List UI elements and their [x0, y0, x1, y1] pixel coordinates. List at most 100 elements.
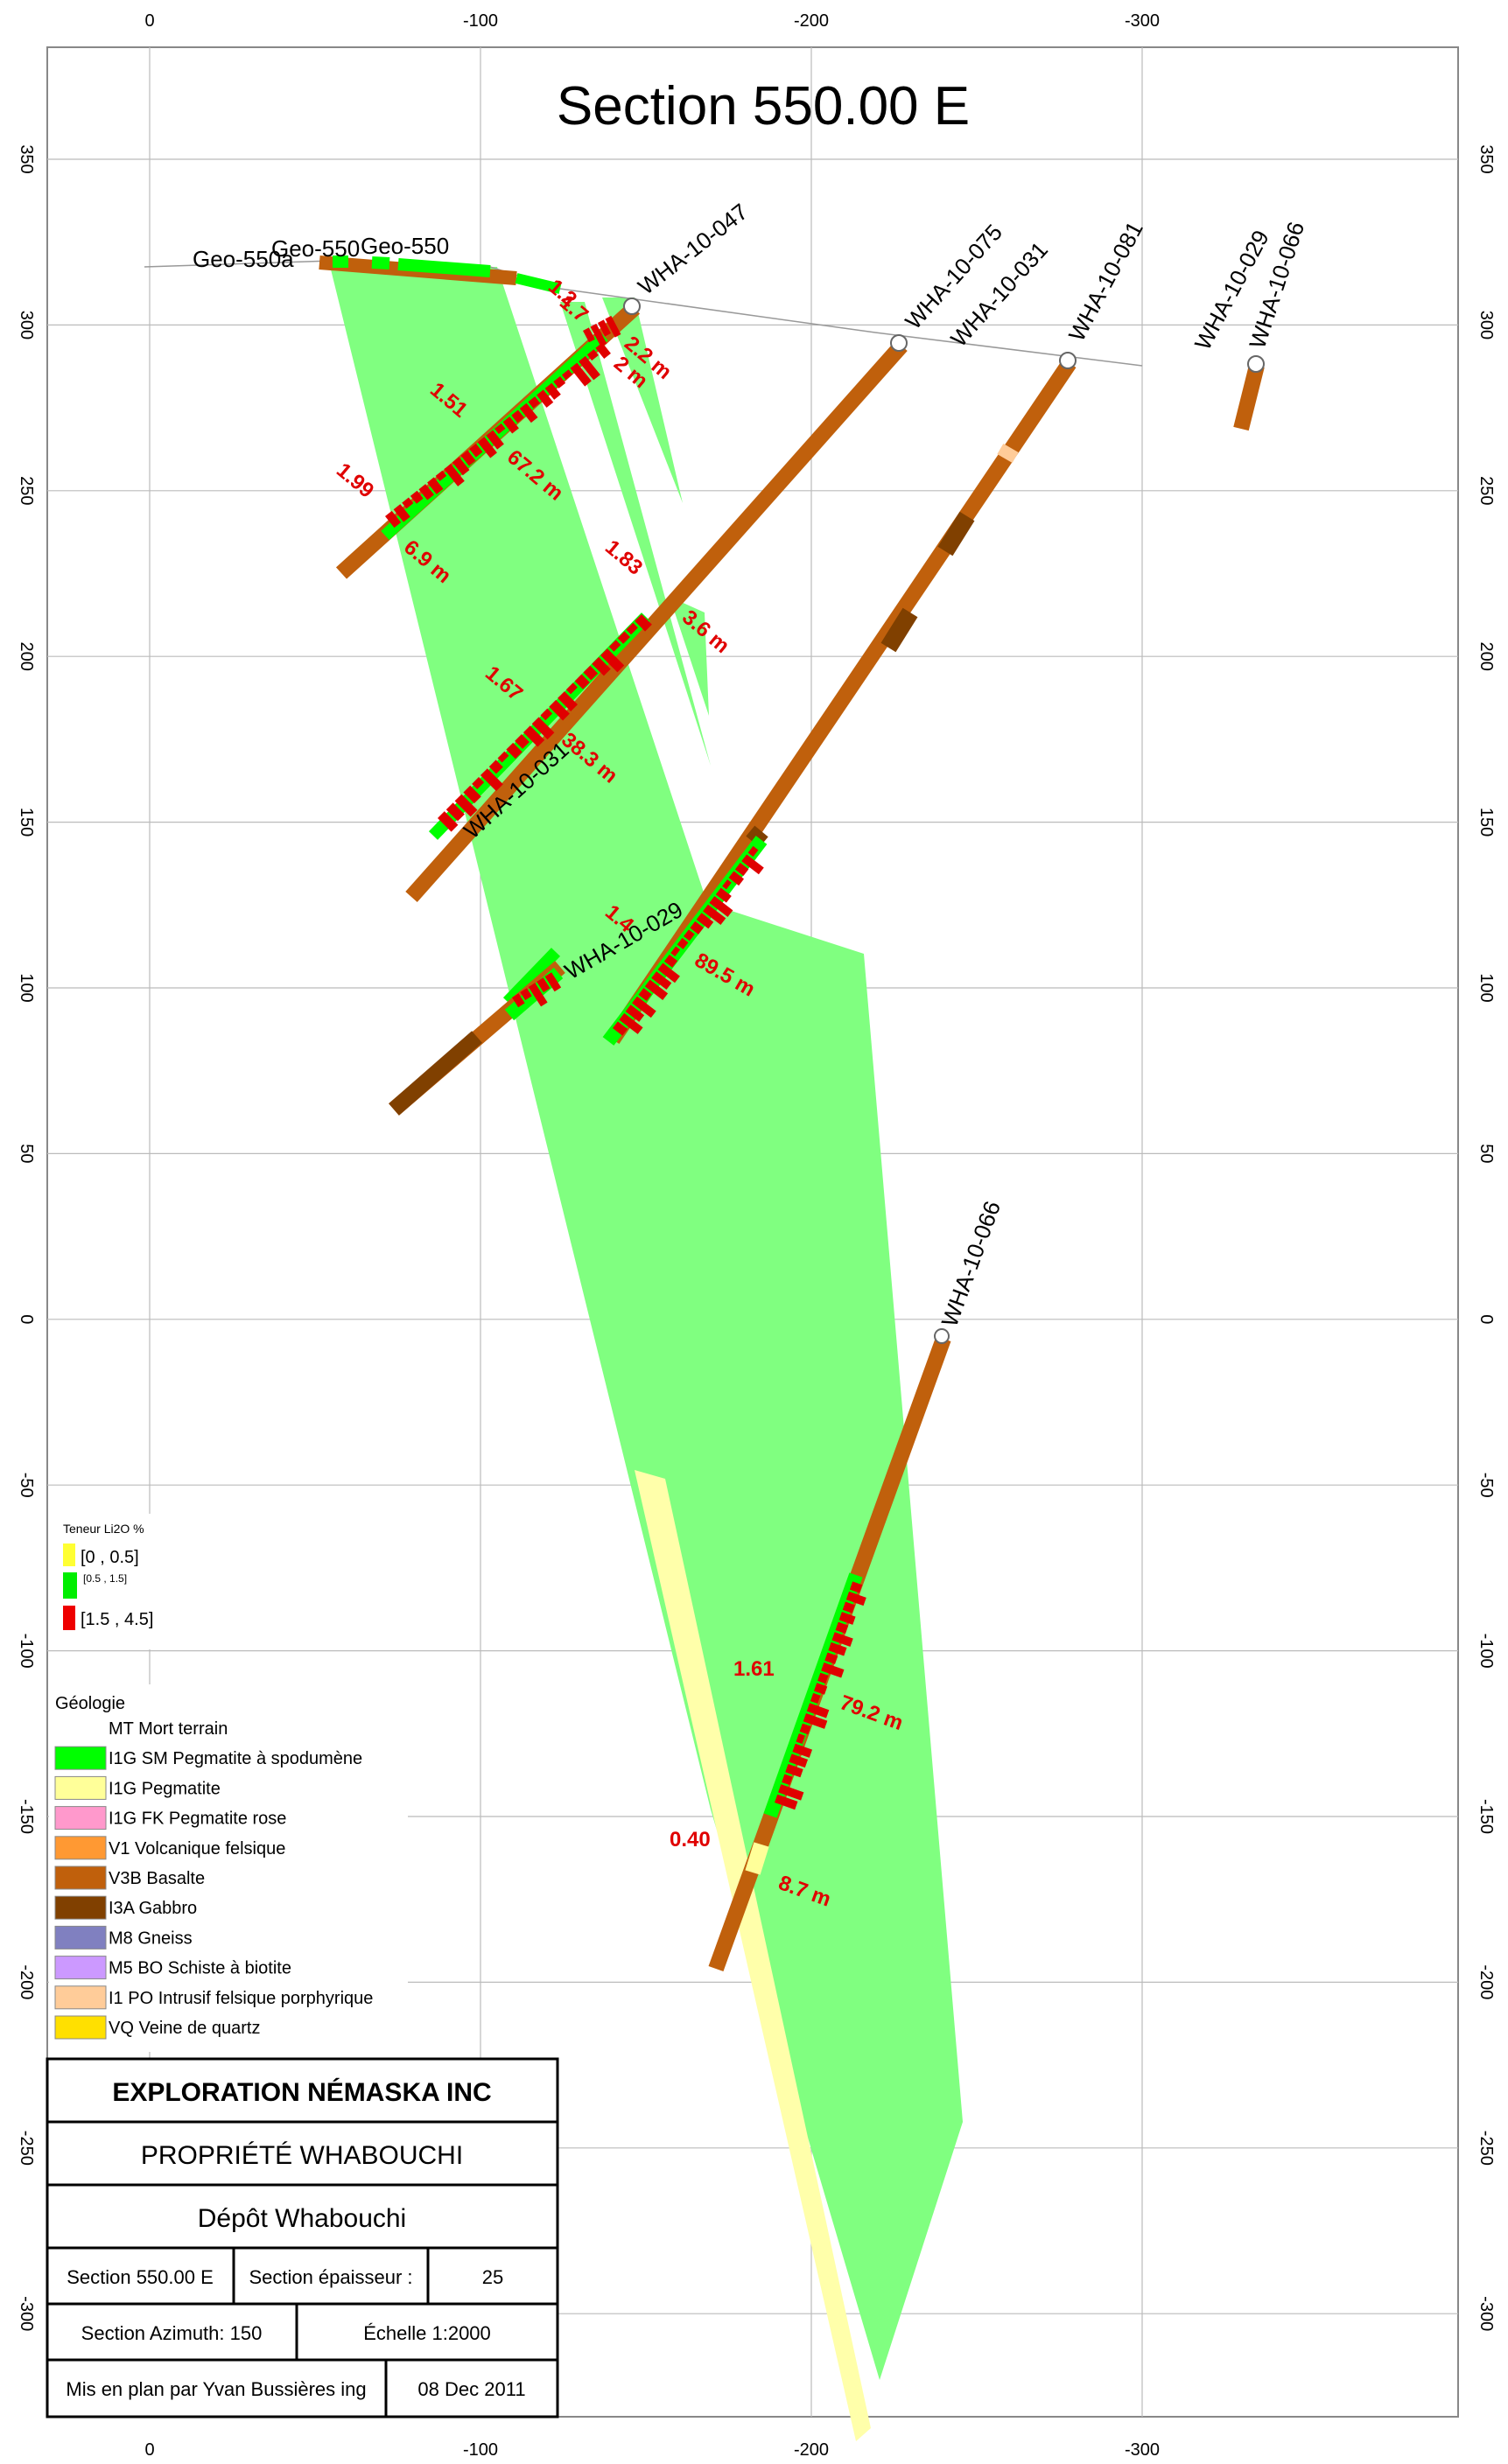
geology-legend: Géologie MT Mort terrain I1G SM Pegmatite…	[49, 1684, 408, 2052]
geology-item-label: I3A Gabbro	[109, 1899, 197, 1918]
geology-swatch	[54, 1925, 107, 1950]
x-tick-top: -100	[463, 11, 498, 31]
assay-bar	[838, 1612, 856, 1625]
x-tick-bottom: -200	[794, 2440, 829, 2460]
assay-bar	[486, 430, 504, 450]
assay-bar	[506, 742, 523, 760]
assay-bar	[799, 1723, 811, 1735]
y-tick-left: -200	[17, 1964, 36, 1999]
assay-bar	[824, 1652, 838, 1664]
assay-bar	[590, 323, 607, 347]
x-tick-bottom: -300	[1125, 2440, 1160, 2460]
assay-bar	[537, 977, 551, 993]
geology-item-label: V3B Basalte	[109, 1869, 205, 1888]
assay-bar	[531, 717, 555, 740]
assay-bar	[803, 1713, 828, 1729]
section-name: Section 550.00 E	[67, 2266, 214, 2288]
assay-bar	[469, 443, 483, 458]
y-tick-right: -100	[1476, 1634, 1496, 1669]
assay-bar	[472, 777, 485, 789]
assay-bar	[600, 648, 625, 673]
assay-bar	[519, 402, 538, 424]
y-tick-right: 0	[1476, 1314, 1496, 1324]
assay-bar	[608, 640, 621, 652]
assay-bar	[574, 674, 590, 690]
y-tick-right: -300	[1476, 2296, 1496, 2331]
grade-legend: Teneur Li2O % [0 , 0.5] [0.5 , 1.5] [1.5…	[49, 1514, 180, 1649]
grade-label-low: [0 , 0.5]	[81, 1548, 139, 1567]
section-title: Section 550.00 E	[557, 76, 970, 136]
assay-bar	[385, 510, 402, 528]
assay-bar	[677, 937, 689, 949]
x-tick-top: 0	[144, 11, 154, 31]
geology-item-label: I1G Pegmatite	[109, 1779, 221, 1798]
assay-bar	[540, 708, 553, 721]
assay-bar	[842, 1601, 855, 1614]
assay-bar	[427, 477, 444, 494]
geology-swatch	[54, 1895, 107, 1920]
assay-bar	[549, 699, 570, 721]
hole-wha-10-029-066-collar	[1233, 355, 1265, 431]
y-tick-left: -300	[17, 2296, 36, 2331]
assay-bar	[435, 470, 447, 481]
assay-bar	[558, 691, 579, 712]
geology-item-label: M5 BO Schiste à biotite	[109, 1959, 291, 1978]
grade-swatch-mid	[63, 1572, 77, 1599]
assay-bar	[515, 734, 530, 749]
assay-bar	[502, 416, 519, 434]
geology-item-label: MT Mort terrain	[109, 1719, 228, 1739]
assay-bar	[806, 1703, 830, 1718]
company-name: EXPLORATION NÉMASKA INC	[112, 2077, 491, 2107]
y-tick-right: 350	[1476, 144, 1496, 173]
assay-bar	[728, 871, 745, 886]
assay-bar	[452, 457, 470, 476]
assay-bar	[418, 484, 434, 500]
y-tick-right: 300	[1476, 311, 1496, 340]
assay-bar	[789, 1754, 809, 1768]
assay-bar	[523, 725, 545, 747]
assay-bar	[583, 327, 595, 343]
grade-swatch-high	[63, 1606, 75, 1630]
assay-bar	[595, 342, 611, 360]
assay-bar	[828, 1642, 847, 1656]
assay-bar	[696, 913, 714, 929]
geology-legend-title: Géologie	[55, 1694, 125, 1713]
y-tick-right: 100	[1476, 973, 1496, 1002]
assay-bar	[635, 613, 652, 632]
y-tick-left: 350	[17, 144, 36, 173]
y-tick-right: -150	[1476, 1799, 1496, 1834]
y-tick-right: 50	[1476, 1144, 1496, 1163]
assay-bar	[644, 979, 669, 1001]
x-tick-top: -200	[794, 11, 829, 31]
grade-label-high: [1.5 , 4.5]	[81, 1610, 153, 1629]
geology-item-label: M8 Gneiss	[109, 1928, 193, 1948]
y-tick-left: 0	[17, 1314, 36, 1324]
label-geo-550-2: Geo-550	[361, 233, 449, 259]
thickness-label: Section épaisseur :	[249, 2266, 412, 2288]
assay-bar	[814, 1683, 828, 1695]
assay-bar	[638, 988, 652, 1001]
assay-bar	[463, 785, 481, 804]
assay-bar	[782, 1774, 793, 1786]
geology-swatch	[54, 1836, 107, 1860]
geology-item-label: VQ Veine de quartz	[109, 2019, 260, 2038]
assay-bar	[528, 983, 548, 1007]
assay-bar	[438, 811, 459, 832]
assay-bar	[617, 631, 630, 644]
geology-swatch	[54, 1746, 107, 1770]
label-geo-550: Geo-550	[271, 235, 360, 262]
assay-bar	[709, 896, 733, 918]
assay-bar	[835, 1621, 849, 1634]
grade-label-mid: [0.5 , 1.5]	[83, 1572, 127, 1585]
geology-swatch	[54, 1866, 107, 1890]
assay-bar	[598, 319, 612, 337]
x-tick-bottom: 0	[144, 2440, 154, 2460]
geology-item-label: I1 PO Intrusif felsique porphyrique	[109, 1989, 373, 2008]
assay-bar	[734, 863, 749, 877]
pegmatite-envelope	[331, 267, 963, 2380]
assay-bar	[670, 946, 681, 956]
y-tick-left: 200	[17, 642, 36, 671]
assay-bar	[626, 622, 638, 635]
geology-swatch	[54, 1806, 107, 1830]
y-tick-left: -150	[17, 1799, 36, 1834]
